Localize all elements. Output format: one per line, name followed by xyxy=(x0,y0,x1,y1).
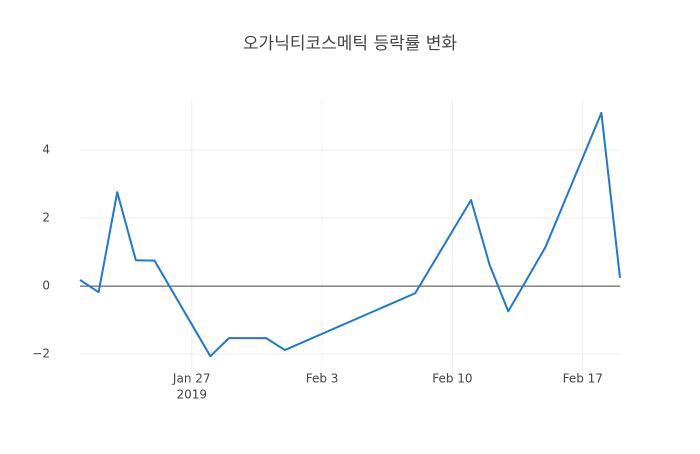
chart-title: 오가닉티코스메틱 등락률 변화 xyxy=(243,34,457,54)
x-tick-label: Feb 3 xyxy=(306,372,339,386)
x-tick-label: Jan 27 xyxy=(172,372,211,386)
y-tick-label: 2 xyxy=(42,211,50,225)
x-tick-label: Feb 10 xyxy=(432,372,472,386)
y-tick-label: −2 xyxy=(32,347,50,361)
series-line xyxy=(79,111,621,358)
x-tick-label: Feb 17 xyxy=(563,372,603,386)
y-tick-label: 0 xyxy=(42,279,50,293)
x-tick-year: 2019 xyxy=(176,388,207,402)
y-tick-label: 4 xyxy=(42,143,50,157)
